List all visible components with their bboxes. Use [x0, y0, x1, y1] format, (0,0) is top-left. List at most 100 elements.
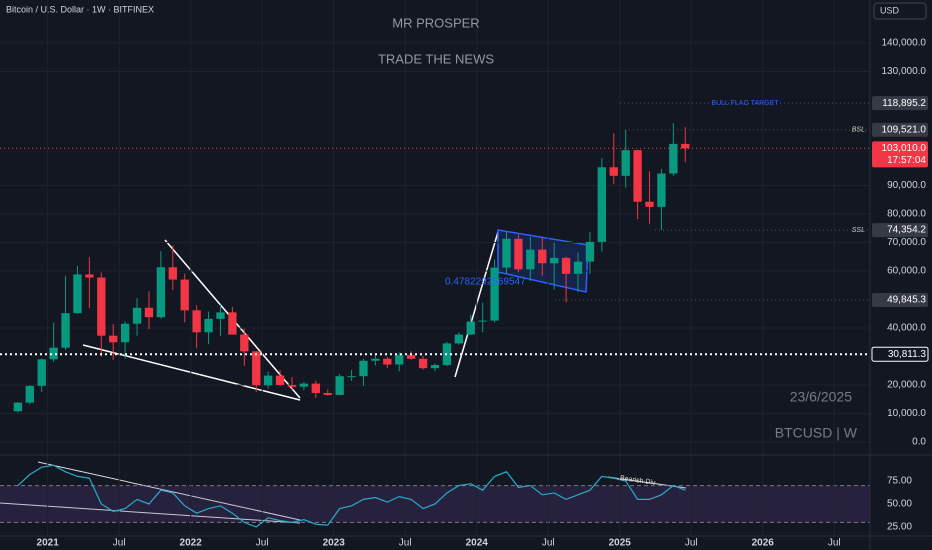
- candle-body: [180, 279, 189, 311]
- candle-body: [478, 320, 487, 322]
- candle-body: [490, 267, 499, 321]
- candle-body: [526, 249, 535, 270]
- rsi-tick-label: 25.00: [887, 522, 912, 533]
- x-tick-label: 2025: [609, 538, 632, 549]
- y-tick-label: 140,000.0: [882, 38, 927, 49]
- candle-body: [311, 383, 320, 393]
- level-note: SSL: [852, 227, 865, 234]
- y-tick-label: 70,000.0: [887, 237, 926, 248]
- price-label: 30,811.3: [888, 349, 927, 360]
- price-label: 103,010.0: [882, 143, 927, 154]
- x-tick-label: Jul: [685, 538, 698, 549]
- y-tick-label: 60,000.0: [887, 266, 926, 277]
- candle-body: [669, 143, 678, 174]
- candle-body: [609, 167, 618, 176]
- date-label: 23/6/2025: [790, 389, 852, 405]
- candle-body: [466, 321, 475, 335]
- candle-body: [287, 385, 297, 387]
- candle-body: [25, 385, 34, 403]
- price-label-box: [872, 96, 928, 111]
- x-tick-label: Jul: [113, 538, 126, 549]
- candle-body: [573, 261, 583, 274]
- drawings: [0, 0, 870, 536]
- price-label-box: [872, 122, 928, 137]
- candle-body: [109, 335, 118, 343]
- candle-body: [335, 376, 344, 395]
- candle-body: [85, 274, 94, 278]
- candle-body: [359, 360, 368, 377]
- y-tick-label: 10,000.0: [887, 408, 926, 419]
- fib-label: 0.4782292569547: [445, 277, 526, 288]
- x-tick-label: Jul: [828, 538, 841, 549]
- candle-body: [418, 358, 428, 369]
- x-tick-label: 2026: [752, 538, 775, 549]
- y-tick-label: 40,000.0: [887, 323, 926, 334]
- chart-title: MR PROSPER: [392, 15, 479, 30]
- ticker-label: BTCUSD | W: [775, 425, 858, 441]
- candle-body: [681, 143, 690, 149]
- rsi-trendline: [37, 461, 301, 521]
- symbol-header: Bitcoin / U.S. Dollar · 1W · BITFINEX: [6, 4, 154, 14]
- x-tick-label: 2021: [37, 538, 60, 549]
- level-note: BULL FLAG TARGET: [711, 100, 779, 107]
- y-tick-label: 130,000.0: [882, 66, 927, 77]
- y-tick-label: 0.0: [912, 437, 926, 448]
- x-tick-label: 2024: [466, 538, 489, 549]
- x-tick-label: Jul: [256, 538, 269, 549]
- price-label-box: [872, 292, 928, 307]
- x-tick-label: Jul: [542, 538, 555, 549]
- candle-body: [13, 402, 23, 412]
- price-label: 118,895.2: [882, 98, 926, 109]
- candle-body: [49, 347, 58, 360]
- price-label: 74,354.2: [887, 225, 926, 236]
- price-label-box: [872, 223, 928, 238]
- candle-body: [395, 355, 404, 365]
- candle-body: [275, 375, 285, 386]
- candle-body: [645, 201, 654, 207]
- candle-body: [383, 358, 392, 365]
- candle-body: [240, 334, 249, 352]
- candle-body: [514, 238, 523, 270]
- candle-body: [228, 312, 237, 335]
- x-tick-label: Jul: [399, 538, 412, 549]
- rsi-tick-label: 50.00: [887, 499, 912, 510]
- currency[interactable]: USD: [880, 5, 900, 15]
- candle-body: [371, 358, 380, 361]
- level-note: BSL: [852, 127, 865, 134]
- rsi-tick-label: 75.00: [887, 476, 912, 487]
- candle-body: [61, 313, 70, 348]
- candle-body: [216, 312, 225, 319]
- candle-body: [263, 375, 273, 386]
- candle-body: [252, 351, 261, 386]
- price-label-box: [871, 346, 929, 362]
- candle-body: [538, 249, 547, 264]
- price-label-box: [872, 141, 928, 168]
- y-tick-label: 20,000.0: [887, 380, 926, 391]
- y-tick-label: 80,000.0: [887, 209, 926, 220]
- candle-body: [204, 318, 213, 333]
- candle-body: [430, 365, 440, 369]
- rsi-trendline: [0, 502, 301, 524]
- candle-body: [192, 310, 201, 333]
- candle-body: [633, 150, 642, 202]
- candle-body: [550, 257, 559, 264]
- divergence-label: Bearish Div: [619, 475, 656, 487]
- y-tick-label: 90,000.0: [887, 180, 926, 191]
- x-tick-label: 2022: [180, 538, 203, 549]
- candle-body: [406, 355, 416, 359]
- price-label: 49,845.3: [887, 295, 926, 306]
- rsi-line: [17, 464, 686, 528]
- candle-body: [168, 267, 177, 280]
- candle-body: [73, 274, 82, 314]
- candle-body: [323, 392, 332, 395]
- currency-button[interactable]: [873, 2, 927, 20]
- countdown: 17:57:04: [887, 155, 926, 166]
- candle-body: [132, 307, 142, 324]
- candle-body: [120, 323, 130, 343]
- candle-body: [502, 238, 511, 268]
- candle-body: [299, 383, 309, 387]
- candle-body: [657, 173, 666, 207]
